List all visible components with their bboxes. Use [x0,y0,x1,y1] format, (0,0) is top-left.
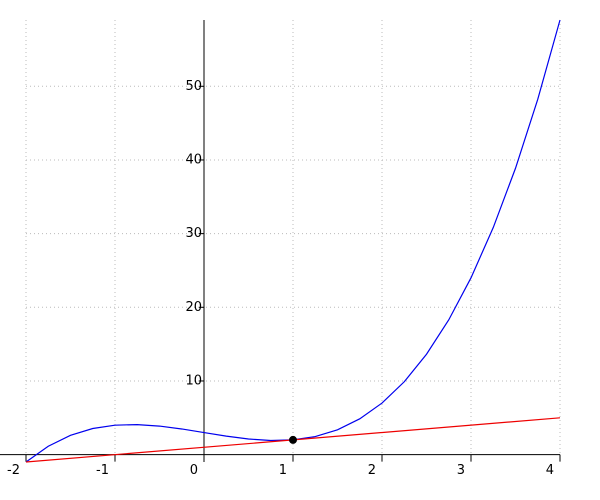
x-tick-label: 4 [546,463,554,478]
x-tick-label: 1 [279,463,287,478]
y-tick-label: 40 [185,152,202,167]
x-tick-label: 3 [457,463,465,478]
point [289,435,297,444]
y-tick-label: 30 [185,226,202,241]
x-tick-label: -2 [7,463,20,478]
y-tick-label: 10 [185,373,202,388]
y-tick-label: 50 [185,79,202,94]
x-tick-label: 2 [368,463,376,478]
x-tick-label: -1 [96,463,109,478]
x-tick-label: 0 [190,463,198,478]
y-tick-label: 20 [185,300,202,315]
